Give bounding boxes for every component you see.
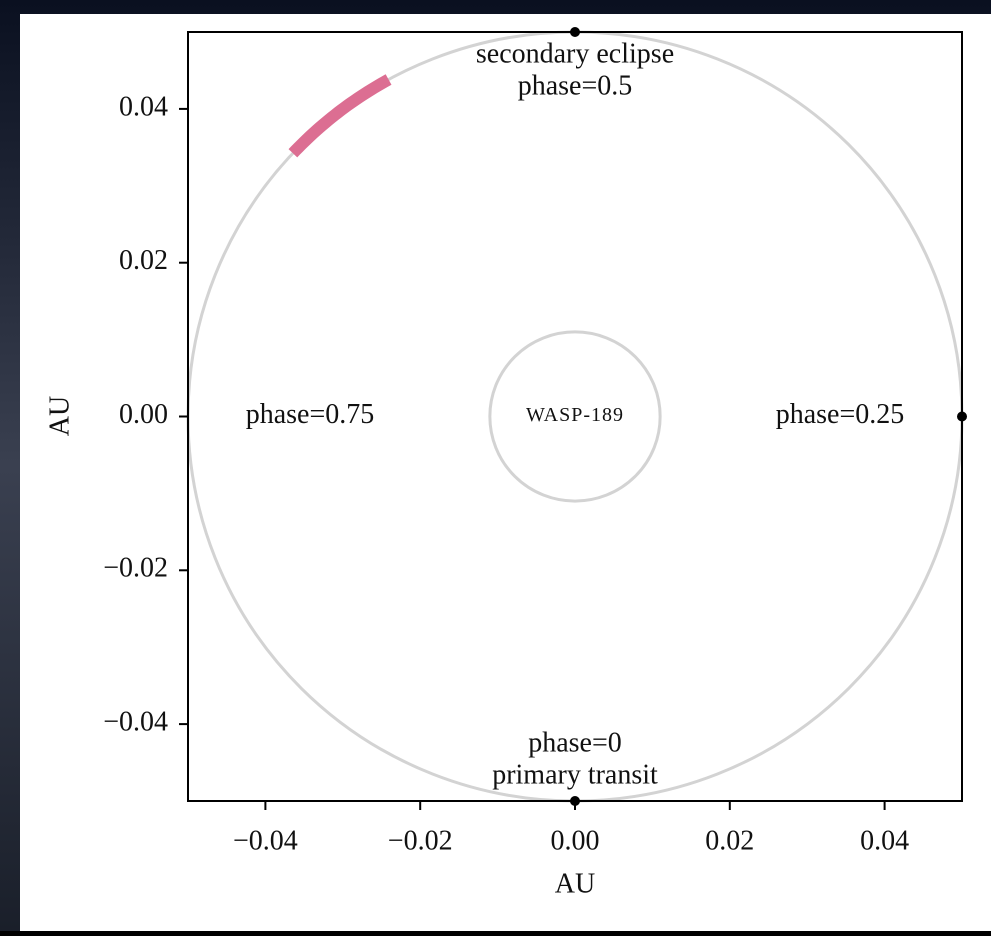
x-axis-label: AU bbox=[555, 868, 595, 899]
annotation: phase=0.5 bbox=[518, 70, 633, 101]
y-tick-label: −0.04 bbox=[103, 707, 168, 738]
observed-arc bbox=[288, 74, 392, 158]
star bbox=[488, 330, 662, 503]
x-tick-label: −0.02 bbox=[388, 825, 453, 856]
annotation: phase=0 bbox=[528, 727, 622, 758]
annotation: phase=0.75 bbox=[246, 399, 375, 430]
y-tick-label: 0.04 bbox=[119, 91, 168, 122]
x-tick-label: 0.02 bbox=[705, 825, 754, 856]
y-axis-label: AU bbox=[44, 396, 75, 436]
panel bbox=[20, 14, 991, 931]
x-tick-label: −0.04 bbox=[233, 825, 298, 856]
star-label: WASP-189 bbox=[526, 404, 624, 426]
annotation: primary transit bbox=[492, 759, 658, 790]
x-tick-label: 0.00 bbox=[551, 825, 600, 856]
y-tick-label: −0.02 bbox=[103, 553, 168, 584]
annotation: secondary eclipse bbox=[476, 38, 674, 69]
x-tick-label: 0.04 bbox=[860, 825, 909, 856]
y-tick-label: 0.02 bbox=[119, 245, 168, 276]
annotation: phase=0.25 bbox=[776, 399, 905, 430]
y-tick-label: 0.00 bbox=[119, 399, 168, 430]
